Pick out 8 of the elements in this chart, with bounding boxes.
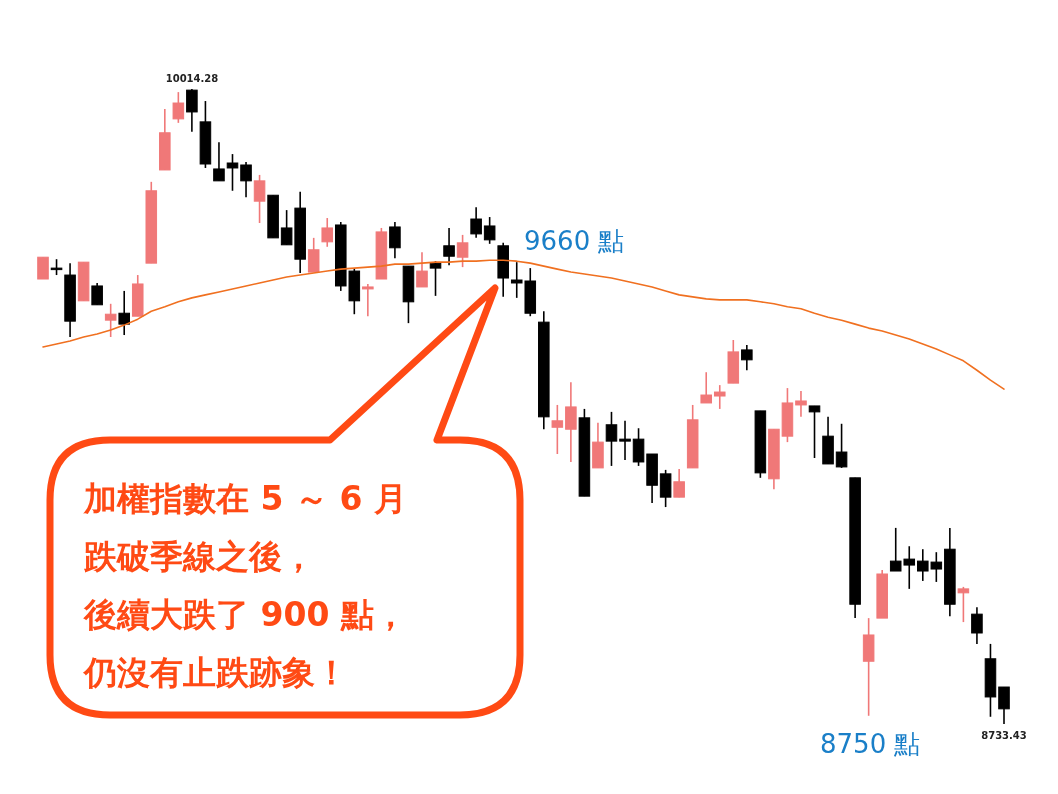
annotation: 9660 點: [524, 226, 625, 256]
annotation: 10014.28: [165, 73, 219, 84]
annotation: 仍沒有止跌跡象！: [84, 653, 348, 692]
annotation: 8733.43: [981, 730, 1027, 741]
annotation: 跌破季線之後，: [84, 537, 315, 576]
annotation: 後續大跌了 900 點，: [84, 595, 407, 634]
annotation: 8750 點: [820, 729, 921, 760]
annotation: 加權指數在 5 ～ 6 月: [84, 479, 407, 518]
